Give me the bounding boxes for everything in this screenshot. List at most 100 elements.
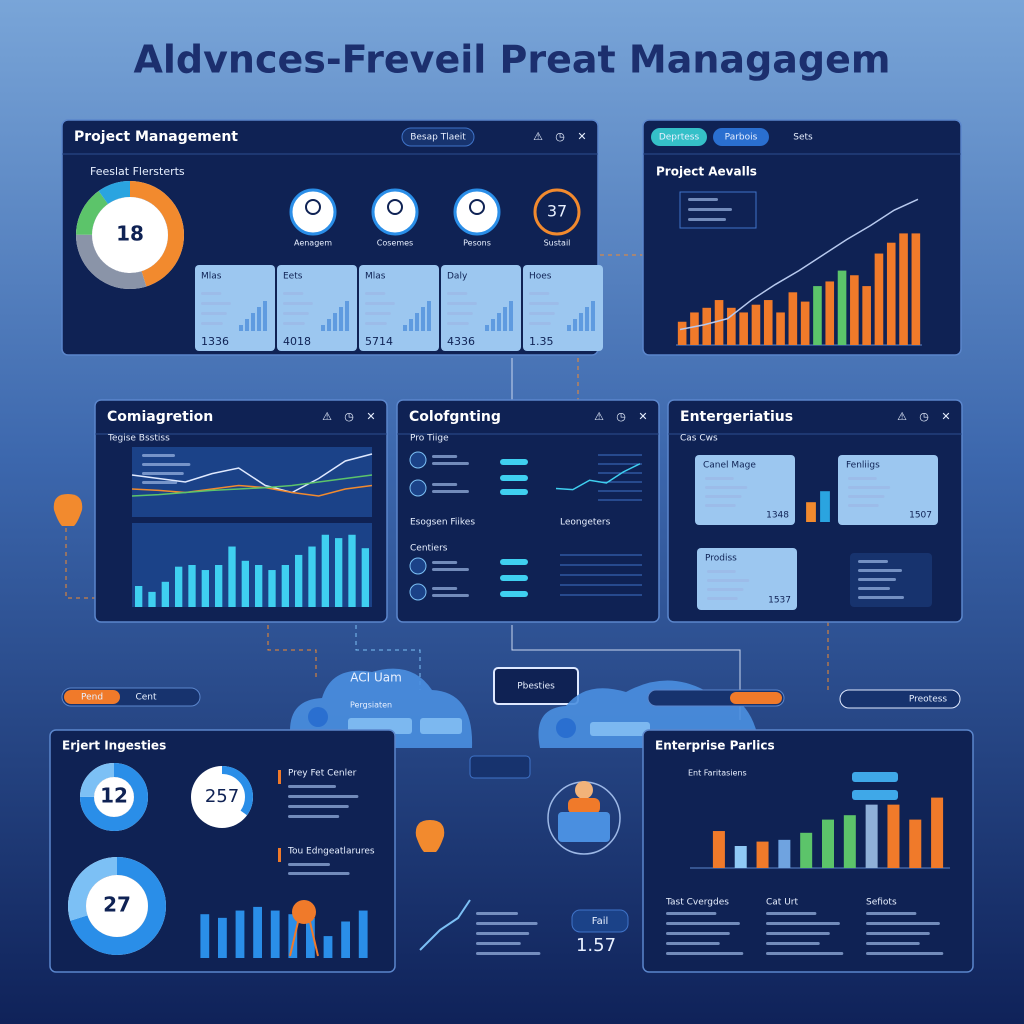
tab[interactable] [651,128,707,146]
text-placeholder [142,463,191,466]
card-spark [245,319,249,331]
window-icon[interactable]: ✕ [577,130,586,143]
card-spark [409,319,413,331]
card-title: Fenliigs [846,461,880,471]
text-placeholder [447,322,469,325]
bar [822,819,834,868]
text-placeholder [848,477,877,480]
bar [886,242,896,345]
bar [268,570,276,607]
text-placeholder [447,312,473,315]
user-head [575,781,593,799]
window-icon[interactable]: ⚠ [322,410,332,423]
donut-value: 27 [103,893,131,917]
button[interactable] [401,127,475,147]
card-spark [427,301,431,331]
bar [865,804,878,868]
toggle[interactable] [500,489,528,495]
pill-label: Cent [135,693,157,703]
bar [931,797,944,868]
panel-title: Colofgnting [409,409,501,425]
card-value: 5714 [365,335,393,348]
text-placeholder [476,922,538,925]
card-title: Eets [283,272,303,282]
text-placeholder [288,815,340,818]
window-icon[interactable]: ◷ [555,130,565,143]
window-icon[interactable]: ◷ [616,410,626,423]
row-icon [409,557,427,575]
section-title: Centiers [410,544,448,554]
bar [862,286,871,345]
donut-segment [80,763,148,831]
bar [800,301,810,345]
search-label: Preotess [909,695,948,705]
badge [571,909,629,933]
chart-area [132,523,372,607]
panel-title: Project Management [74,129,238,145]
text-placeholder [707,588,744,591]
text-placeholder [866,952,944,955]
panel-title: Comiagretion [107,409,213,425]
bar [281,565,289,607]
text-placeholder [766,912,817,915]
bar [200,914,210,958]
bar [751,304,761,345]
input[interactable] [420,718,462,734]
toggle[interactable] [500,459,528,465]
card-value: 1.35 [529,335,554,348]
input[interactable] [590,722,650,736]
avatar [289,188,337,236]
window-icon[interactable]: ✕ [366,410,375,423]
score-ring [533,188,581,236]
bar [778,839,791,868]
section-title: Pro Tiige [410,434,449,444]
text-placeholder [866,912,917,915]
panel [396,399,660,623]
avatar [453,188,501,236]
tab[interactable] [713,128,769,146]
window-icon[interactable]: ◷ [919,410,929,423]
pill[interactable] [64,690,120,704]
node [469,755,531,779]
avatar-label: Aenagem [294,239,332,248]
text-placeholder [529,322,551,325]
pill[interactable] [730,692,782,704]
text-placeholder [666,932,730,935]
bar [321,534,329,607]
line-series [131,453,373,494]
section-title: Leongeters [560,518,611,528]
button-label: Besap Tlaeit [410,133,466,143]
toggle[interactable] [500,475,528,481]
laptop [558,812,610,842]
text-placeholder [283,302,313,305]
bar [776,312,785,345]
card-spark [497,313,501,331]
bar [288,914,298,958]
window-icon[interactable]: ⚠ [594,410,604,423]
search[interactable] [839,689,961,709]
bar [295,554,303,607]
score-value: 37 [547,202,567,221]
window-icon[interactable]: ⚠ [533,130,543,143]
window-icon[interactable]: ◷ [344,410,354,423]
row-icon [409,479,427,497]
window-icon[interactable]: ✕ [638,410,647,423]
info-box [493,667,579,705]
card-title: Mlas [365,272,386,282]
avatar-label: Cosemes [377,239,413,248]
toggle[interactable] [500,591,528,597]
section-title: Esogsen Fiikes [410,518,475,528]
bar [909,819,922,868]
toggle[interactable] [500,559,528,565]
row-icon [409,583,427,601]
window-icon[interactable]: ⚠ [897,410,907,423]
bar [734,846,747,868]
toggle[interactable] [500,575,528,581]
card-value: 1507 [909,511,932,521]
card-spark [257,307,261,331]
text-placeholder [705,486,748,489]
window-icon[interactable]: ✕ [941,410,950,423]
text-placeholder [432,587,458,590]
text-placeholder [707,579,750,582]
ring-arc [191,766,253,828]
